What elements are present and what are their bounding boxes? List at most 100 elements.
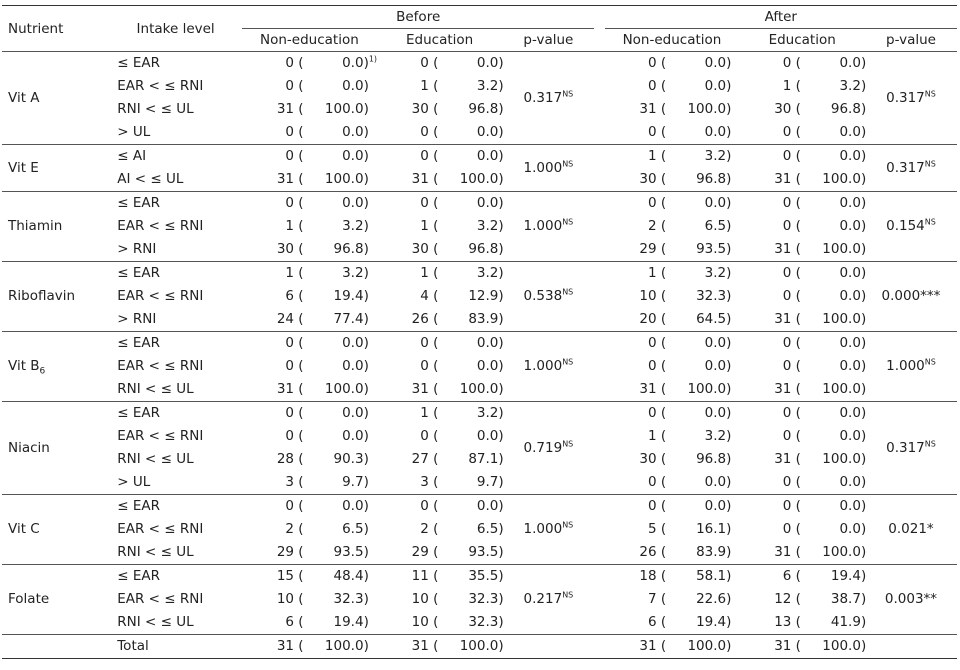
after-education-cell: 0 (0.0) [739,191,866,215]
header-before-pvalue: p-value [502,28,595,52]
count-value: 31 [774,381,792,397]
before-non-education-cell: 24 (77.4) [242,308,377,332]
before-non-education-cell: 6 (19.4) [242,285,377,308]
pvalue-cell: 1.000NS [864,331,957,402]
table-row: RNI < ≤ UL 31 (100.0) 31 (100.0) 31 (100.0)… [2,378,957,402]
count-value: 0 [782,124,792,140]
count-value: 1 [420,78,429,94]
percent-value: 0.0 [704,195,727,211]
count-value: 30 [276,241,294,257]
intake-level: > UL [117,474,151,490]
pvalue: 1.000 [523,521,563,537]
before-non-education-cell: 10 (32.3) [242,588,377,611]
header-after-pvalue: p-value [864,28,957,52]
before-education-cell: 26 (83.9) [377,308,504,332]
before-education-cell: 29 (93.5) [377,541,504,565]
count-value: 31 [276,101,294,117]
table-row: EAR < ≤ RNI 10 (32.3) 10 (32.3) 7 (22.6) 12 … [2,588,957,611]
percent-value: 0.0 [704,405,727,421]
after-education-cell: 31 (100.0) [739,168,866,192]
percent-value: 0.0 [839,124,861,140]
header-before: Before [242,5,595,29]
percent-value: 100.0 [459,638,499,654]
percent-value: 96.8 [333,241,364,257]
percent-value: 0.0 [839,265,861,281]
nutrient-name: Vit C [2,494,110,565]
count-value: 7 [647,591,657,607]
table-row: RNI < ≤ UL 28 (90.3) 27 (87.1) 30 (96.8) 31 … [2,448,957,471]
count-value: 0 [647,474,657,490]
percent-value: 3.2 [704,428,727,444]
count-value: 29 [411,544,429,560]
percent-value: 83.9 [468,311,499,327]
count-value: 31 [276,638,294,654]
before-education-cell: 0 (0.0) [376,51,504,75]
table-row: EAR < ≤ RNI 2 (6.5) 2 (6.5) 5 (16.1) 0 (0.0) [2,518,957,541]
percent-value: 0.0 [342,358,364,374]
percent-value: 93.5 [468,544,499,560]
intake-level: ≤ EAR [109,261,242,285]
percent-value: 0.0 [704,55,727,71]
count-value: 15 [276,568,294,584]
significance-marker: NS [924,89,936,98]
total-label: Total [109,634,242,659]
table-row: > UL 0 (0.0) 0 (0.0) 0 (0.0) 0 (0.0) [2,121,957,145]
after-non-education-cell: 6 (19.4) [605,611,740,635]
percent-value: 0.0 [476,55,499,71]
count-value: 10 [276,591,294,607]
table-row: AI < ≤ UL 31 (100.0) 31 (100.0) 30 (96.8) 31… [2,168,957,192]
percent-value: 0.0 [342,498,364,514]
percent-value: 3.2 [704,148,727,164]
intake-level: EAR < ≤ RNI [117,428,204,444]
count-value: 31 [411,638,429,654]
after-non-education-cell: 29 (93.5) [605,238,740,262]
percent-value: 0.0 [839,148,861,164]
pvalue-cell: 0.217NS [502,564,595,635]
percent-value: 0.0 [839,358,861,374]
percent-value: 96.8 [696,171,727,187]
count-value: 0 [420,148,429,164]
count-value: 1 [285,218,294,234]
after-education-cell: 0 (0.0) [739,494,866,518]
pvalue-cell: 0.021* [864,494,957,565]
header-after-education: Education [739,28,865,52]
pvalue-cell: 0.317NS [864,401,957,495]
before-non-education-cell: 0 (0.0) [242,355,377,378]
nutrient-label: Niacin [8,439,50,456]
percent-value: 96.8 [830,101,861,117]
before-non-education-cell: 0 (0.0) [242,144,377,168]
count-value: 0 [782,148,792,164]
before-education-cell: 3 (9.7) [377,471,503,495]
percent-value: 0.0 [476,148,499,164]
before-education-cell: 0 (0.0) [377,121,503,145]
percent-value: 6.5 [704,218,727,234]
intake-level: AI < ≤ UL [117,171,184,187]
before-education-cell: 1 (3.2) [377,215,503,238]
count-value: 0 [420,358,429,374]
total-before-education: 31 (100.0) [376,634,504,659]
count-value: 0 [782,405,792,421]
percent-value: 100.0 [324,381,364,397]
percent-value: 0.0 [342,405,364,421]
count-value: 31 [639,101,657,117]
percent-value: 0.0 [839,195,861,211]
count-value: 6 [647,614,657,630]
count-value: 30 [411,241,429,257]
percent-value: 0.0 [476,335,499,351]
count-value: 31 [639,381,657,397]
before-education-cell: 1 (3.2) [376,261,504,285]
table-row: Vit B6 ≤ EAR 0 (0.0) 0 (0.0) 1.000NS 0 (0.0) 0… [2,331,957,402]
before-education-cell: 1 (3.2) [377,75,503,98]
intake-level: RNI < ≤ UL [117,544,194,560]
count-value: 0 [285,428,294,444]
before-non-education-cell: 0 (0.0) [242,75,377,98]
after-non-education-cell: 1 (3.2) [605,425,740,448]
percent-value: 100.0 [822,171,861,187]
percent-value: 41.9 [830,614,861,630]
percent-value: 0.0 [342,78,364,94]
percent-value: 3.2 [704,265,727,281]
before-education-cell: 10 (32.3) [377,588,504,611]
pvalue: 0.217 [523,591,563,607]
percent-value: 38.7 [830,591,861,607]
percent-value: 100.0 [324,101,364,117]
